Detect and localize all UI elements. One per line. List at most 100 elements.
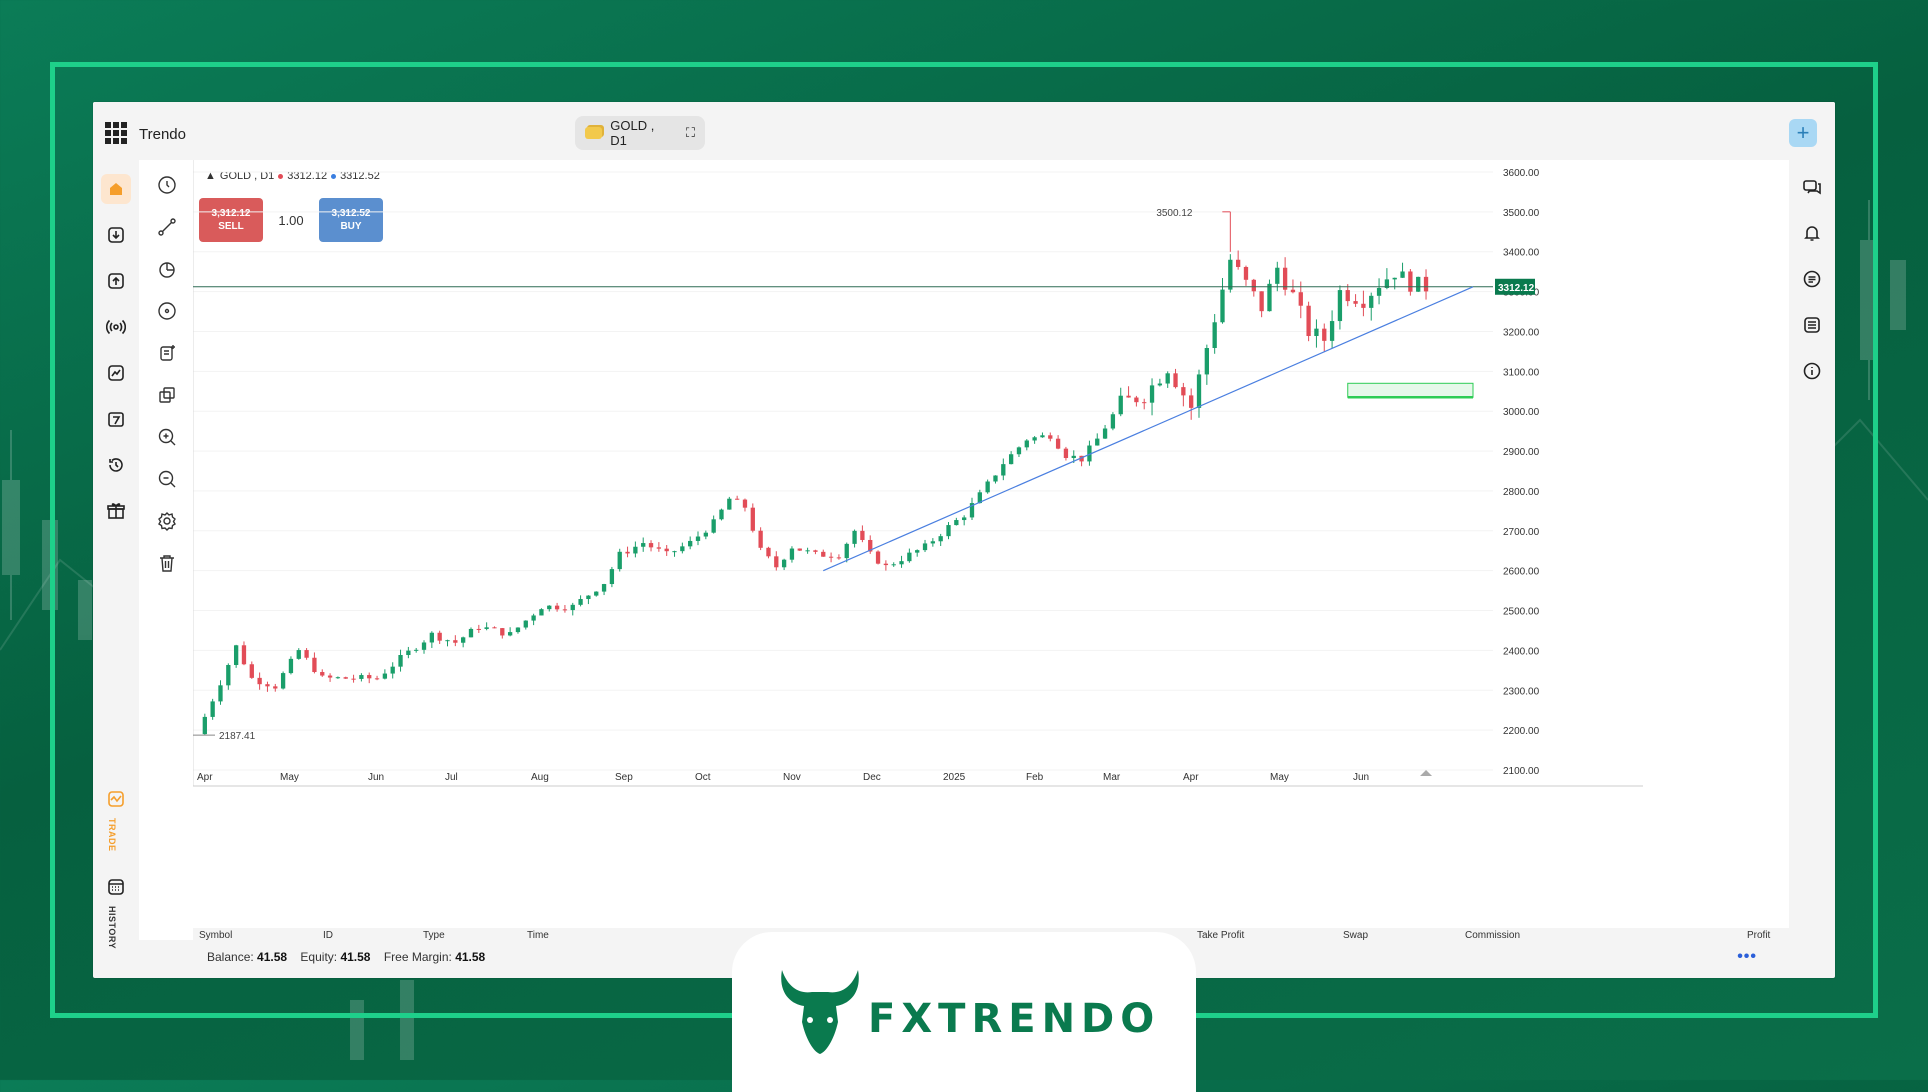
- candle-body: [1110, 414, 1116, 429]
- col-swap[interactable]: Swap: [1343, 930, 1369, 941]
- candle-body: [296, 650, 301, 659]
- clock-tool-icon[interactable]: [156, 174, 178, 196]
- price-chart[interactable]: ▲ GOLD , D1 3312.12 3312.52 3,312.12 SEL…: [193, 160, 1789, 928]
- candle-body: [539, 609, 544, 616]
- info-icon[interactable]: [1797, 356, 1827, 386]
- candle-body: [476, 628, 481, 630]
- symbol-selector[interactable]: GOLD , D1 ⛶: [575, 116, 705, 150]
- lot-size[interactable]: 1.00: [278, 212, 304, 228]
- candle-body: [327, 675, 333, 678]
- sell-button[interactable]: 3,312.12 SELL: [199, 198, 263, 242]
- y-tick-label: 3000.00: [1503, 407, 1540, 418]
- trade-icon[interactable]: [101, 784, 131, 814]
- candle-body: [570, 604, 575, 611]
- symbol-label: GOLD , D1: [610, 118, 655, 148]
- pie-tool-icon[interactable]: [156, 258, 178, 280]
- settings-gear-icon[interactable]: [156, 510, 178, 532]
- candle-body: [750, 507, 755, 531]
- candle-body: [1251, 279, 1256, 292]
- apps-grid-icon[interactable]: [105, 122, 127, 144]
- x-tick-label: Feb: [1026, 772, 1044, 783]
- drawing-tools-rail: [139, 160, 194, 940]
- candle-body: [1118, 395, 1123, 415]
- current-price-label: 3312.12: [1498, 283, 1535, 294]
- candle-body: [789, 548, 795, 560]
- bull-logo-icon: [781, 970, 859, 1054]
- col-symbol[interactable]: Symbol: [199, 930, 233, 941]
- add-chart-button[interactable]: +: [1789, 119, 1817, 147]
- candle-body: [1314, 328, 1319, 337]
- candle-body: [515, 627, 521, 633]
- zoom-in-icon[interactable]: [156, 426, 178, 448]
- candle-body: [586, 595, 591, 600]
- candle-body: [1267, 283, 1272, 312]
- candle-body: [1008, 454, 1014, 465]
- history-icon[interactable]: [101, 872, 131, 902]
- candle-body: [954, 520, 959, 526]
- bell-icon[interactable]: [1797, 218, 1827, 248]
- zoom-out-icon[interactable]: [156, 468, 178, 490]
- trendline-tool-icon[interactable]: [156, 216, 178, 238]
- candle-body: [374, 678, 380, 680]
- history-clock-icon[interactable]: [101, 450, 131, 480]
- x-tick-label: Dec: [863, 772, 881, 783]
- candle-body: [703, 532, 708, 537]
- deposit-icon[interactable]: [101, 220, 131, 250]
- col-commission[interactable]: Commission: [1465, 930, 1521, 941]
- candle-body: [547, 605, 552, 610]
- target-tool-icon[interactable]: [156, 300, 178, 322]
- candle-body: [437, 632, 442, 641]
- gift-icon[interactable]: [101, 496, 131, 526]
- calendar-seven-icon[interactable]: [101, 404, 131, 434]
- candle-body: [875, 551, 881, 564]
- col-take-profit[interactable]: Take Profit: [1197, 930, 1245, 941]
- balance-label: Balance:: [207, 950, 254, 964]
- collapse-icon[interactable]: ▲: [205, 170, 216, 182]
- candlestick-chart[interactable]: 3600.003500.003400.003300.003200.003100.…: [193, 160, 1789, 928]
- candle-body: [993, 475, 998, 482]
- candle-body: [1055, 438, 1061, 449]
- chart-header: ▲ GOLD , D1 3312.12 3312.52: [205, 170, 380, 182]
- candle-body: [1032, 437, 1037, 441]
- candle-body: [648, 543, 654, 548]
- candle-body: [1196, 374, 1202, 408]
- candle-body: [742, 499, 748, 508]
- y-tick-label: 2900.00: [1503, 447, 1540, 458]
- chat-icon[interactable]: [1797, 172, 1827, 202]
- col-time[interactable]: Time: [527, 930, 549, 941]
- history-label: HISTORY: [107, 906, 117, 950]
- fullscreen-icon[interactable]: ⛶: [685, 125, 695, 140]
- candle-body: [484, 627, 489, 629]
- trash-icon[interactable]: [156, 552, 178, 574]
- col-id[interactable]: ID: [323, 930, 333, 941]
- broadcast-icon[interactable]: [101, 312, 131, 342]
- y-tick-label: 3100.00: [1503, 367, 1540, 378]
- candle-body: [1408, 271, 1413, 292]
- candle-body: [946, 525, 951, 537]
- more-options-button[interactable]: •••: [1737, 948, 1757, 965]
- y-tick-label: 3600.00: [1503, 168, 1540, 179]
- layers-tool-icon[interactable]: [156, 384, 178, 406]
- list-icon[interactable]: [1797, 310, 1827, 340]
- note-tool-icon[interactable]: [156, 342, 178, 364]
- candle-body: [1416, 276, 1421, 292]
- balance-value: 41.58: [257, 950, 288, 964]
- news-icon[interactable]: [1797, 264, 1827, 294]
- withdraw-icon[interactable]: [101, 266, 131, 296]
- col-profit[interactable]: Profit: [1747, 930, 1771, 941]
- home-icon[interactable]: [101, 174, 131, 204]
- y-tick-label: 2300.00: [1503, 686, 1540, 697]
- analytics-icon[interactable]: [101, 358, 131, 388]
- col-type[interactable]: Type: [423, 930, 445, 941]
- ask-value: 3312.52: [340, 170, 380, 182]
- candle-body: [1306, 305, 1311, 337]
- candle-body: [1361, 303, 1366, 308]
- buy-button[interactable]: 3,312.52 BUY: [319, 198, 383, 242]
- y-tick-label: 3500.00: [1503, 208, 1540, 219]
- candle-body: [1329, 321, 1335, 341]
- candle-body: [210, 701, 215, 717]
- candle-body: [633, 546, 638, 554]
- candle-body: [1337, 290, 1343, 322]
- candle-body: [922, 543, 928, 551]
- x-tick-label: Mar: [1103, 772, 1121, 783]
